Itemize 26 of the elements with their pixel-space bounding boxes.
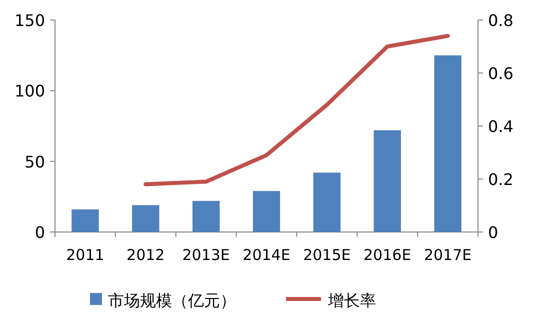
line-series — [144, 34, 450, 186]
x-tick-label: 2017E — [424, 246, 472, 264]
bar — [132, 205, 160, 232]
x-tick-label: 2012 — [126, 246, 165, 264]
bar — [192, 200, 220, 232]
bar — [252, 191, 280, 232]
bar — [72, 209, 99, 232]
x-tick-label: 2013E — [182, 246, 230, 264]
y2-tick-label: 0.6 — [488, 64, 514, 83]
y2-tick-label: 0.8 — [488, 11, 514, 30]
y-tick-label: 50 — [24, 152, 45, 172]
x-tick-label: 2014E — [242, 246, 290, 264]
bar — [374, 130, 401, 232]
legend-label: 市场规模（亿元） — [108, 291, 236, 310]
y2-tick-label: 0 — [488, 223, 498, 242]
bar — [434, 55, 462, 232]
bar — [313, 172, 341, 232]
x-tick-label: 2015E — [303, 246, 351, 264]
x-tick-label: 2011 — [66, 246, 104, 264]
y-tick-label: 150 — [14, 11, 45, 30]
x-tick-label: 2016E — [364, 246, 412, 264]
y-tick-label: 0 — [34, 223, 45, 242]
y-tick-label: 100 — [14, 82, 45, 101]
y2-tick-label: 0.2 — [488, 170, 514, 189]
y2-tick-label: 0.4 — [488, 117, 514, 136]
legend-label: 增长率 — [327, 291, 376, 310]
